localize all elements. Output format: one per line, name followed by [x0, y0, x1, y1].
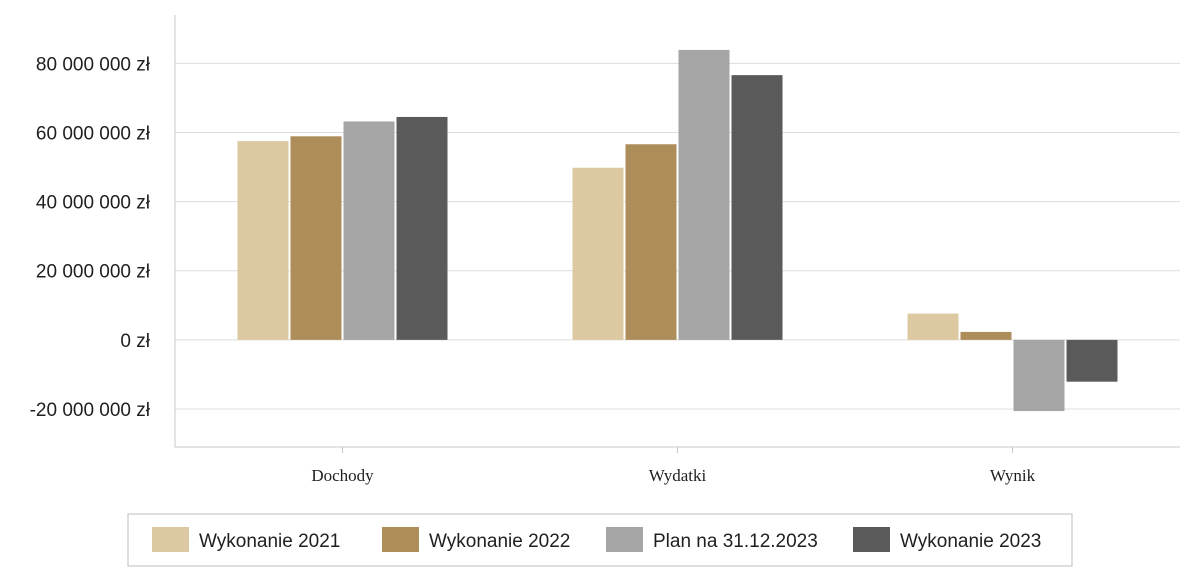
legend-swatch [152, 527, 189, 552]
axes [174, 15, 1180, 453]
legend-swatch [853, 527, 890, 552]
bar-dochody-1 [237, 141, 289, 340]
bar-dochody-3 [343, 121, 395, 340]
legend-label: Wykonanie 2023 [900, 531, 1041, 552]
x-axis-labels: Dochody Wydatki Wynik [311, 466, 1035, 485]
legend-label: Plan na 31.12.2023 [653, 531, 818, 552]
legend-swatch [606, 527, 643, 552]
bar-wynik-2 [960, 331, 1012, 340]
bar-wydatki-2 [625, 144, 677, 340]
bar-wydatki-4 [731, 75, 783, 340]
y-tick-label: 60 000 000 zł [36, 124, 151, 145]
bar-dochody-4 [396, 116, 448, 340]
x-tick-label: Wynik [990, 466, 1036, 485]
bar-wydatki-3 [678, 49, 730, 340]
bar-dochody-2 [290, 136, 342, 340]
y-axis-labels: 80 000 000 zł 60 000 000 zł 40 000 000 zł 2… [30, 54, 151, 421]
x-tick-label: Wydatki [649, 466, 707, 485]
bar-wynik-4 [1066, 339, 1118, 382]
bars [237, 49, 1118, 412]
x-tick-label: Dochody [311, 466, 374, 485]
legend-label: Wykonanie 2022 [429, 531, 570, 552]
legend-swatch [382, 527, 419, 552]
y-tick-label: 80 000 000 zł [36, 54, 151, 75]
y-tick-label: 0 zł [120, 331, 150, 352]
legend: Wykonanie 2021 Wykonanie 2022 Plan na 31.1… [127, 513, 1073, 567]
bar-wynik-1 [907, 313, 959, 340]
bar-wynik-3 [1013, 339, 1065, 412]
legend-box [127, 513, 1073, 567]
y-tick-label: 40 000 000 zł [36, 193, 151, 214]
bar-wydatki-1 [572, 167, 624, 340]
y-tick-label: 20 000 000 zł [36, 262, 151, 283]
y-tick-label: -20 000 000 zł [30, 400, 151, 421]
gridlines [175, 62, 1180, 410]
legend-label: Wykonanie 2021 [199, 531, 340, 552]
